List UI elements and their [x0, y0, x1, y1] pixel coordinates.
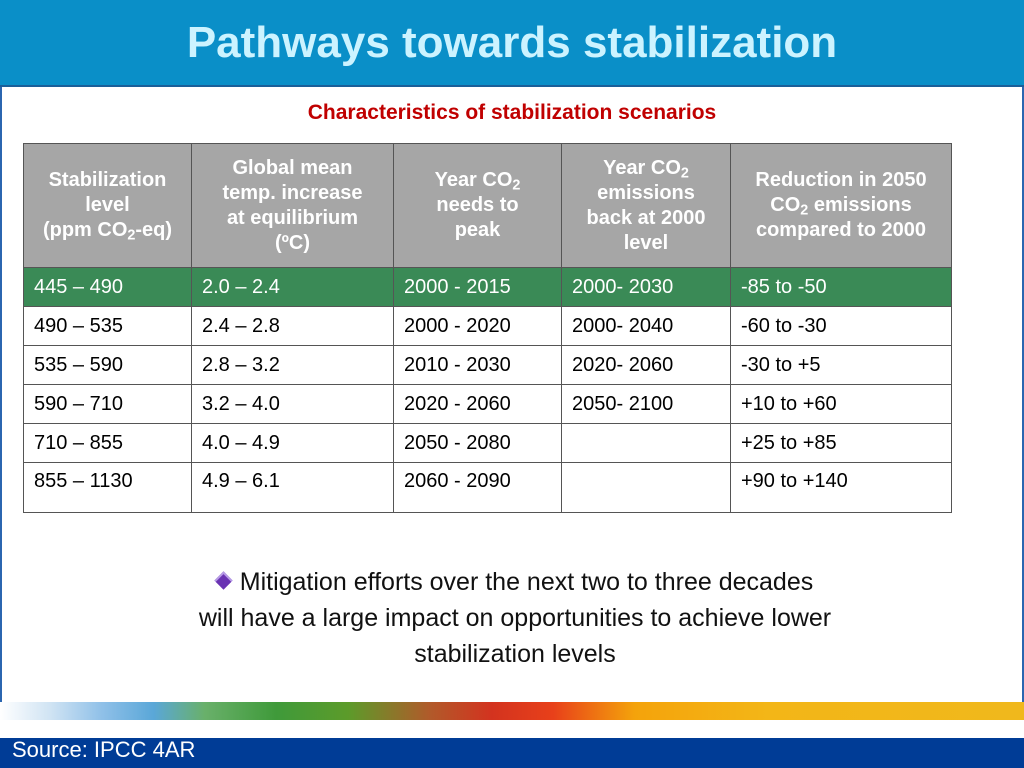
footer-bar — [0, 738, 1024, 768]
title-bar: Pathways towards stabilization — [0, 0, 1024, 87]
bullet-line-1: Mitigation efforts over the next two to … — [239, 568, 814, 596]
table-cell: 3.2 – 4.0 — [191, 384, 394, 424]
header-2050-reduction: Reduction in 2050 CO2 emissions compared… — [730, 143, 952, 268]
table-cell: -60 to -30 — [730, 306, 952, 346]
table-cell: 710 – 855 — [23, 423, 192, 463]
table-header-row: Stabilization level (ppm CO2-eq) Global … — [23, 143, 952, 268]
table-cell: 4.0 – 4.9 — [191, 423, 394, 463]
bullet-line-2: will have a large impact on opportunitie… — [198, 604, 832, 632]
table-cell: 2010 - 2030 — [393, 345, 562, 385]
slide-title: Pathways towards stabilization — [186, 18, 838, 67]
table-caption: Characteristics of stabilization scenari… — [307, 101, 717, 124]
stabilization-scenarios-table: Stabilization level (ppm CO2-eq) Global … — [23, 143, 952, 513]
header-temp-increase: Global mean temp. increase at equilibriu… — [191, 143, 394, 268]
table-cell: 2060 - 2090 — [393, 462, 562, 513]
table-row: 490 – 535 2.4 – 2.8 2000 - 2020 2000- 20… — [23, 306, 952, 346]
table-cell — [561, 462, 731, 513]
table-cell: -85 to -50 — [730, 267, 952, 307]
table-cell: 2020- 2060 — [561, 345, 731, 385]
table-cell: 445 – 490 — [23, 267, 192, 307]
table-cell — [561, 423, 731, 463]
header-emissions-back-year: Year CO2 emissions back at 2000 level — [561, 143, 731, 268]
table-cell: +25 to +85 — [730, 423, 952, 463]
table-cell: 4.9 – 6.1 — [191, 462, 394, 513]
table-cell: 855 – 1130 — [23, 462, 192, 513]
right-frame-border — [1022, 87, 1024, 702]
table-row: 590 – 710 3.2 – 4.0 2020 - 2060 2050- 21… — [23, 384, 952, 424]
table-cell: 590 – 710 — [23, 384, 192, 424]
decorative-color-band — [0, 702, 1024, 720]
table-cell: 2.8 – 3.2 — [191, 345, 394, 385]
bullet-point: Mitigation efforts over the next two to … — [100, 564, 930, 672]
table-cell: 2.0 – 2.4 — [191, 267, 394, 307]
header-stabilization-level: Stabilization level (ppm CO2-eq) — [23, 143, 192, 268]
header-co2-peak-year: Year CO2 needs to peak — [393, 143, 562, 268]
table-cell: 2000 - 2015 — [393, 267, 562, 307]
table-cell: 490 – 535 — [23, 306, 192, 346]
table-row: 855 – 1130 4.9 – 6.1 2060 - 2090 +90 to … — [23, 462, 952, 513]
table-row-highlighted: 445 – 490 2.0 – 2.4 2000 - 2015 2000- 20… — [23, 267, 952, 307]
table-cell: 2.4 – 2.8 — [191, 306, 394, 346]
diamond-bullet-icon — [214, 571, 233, 590]
table-cell: 2000- 2040 — [561, 306, 731, 346]
source-note: Source: IPCC 4AR — [12, 737, 196, 762]
left-frame-border — [0, 87, 2, 702]
table-cell: +10 to +60 — [730, 384, 952, 424]
table-cell: 2000- 2030 — [561, 267, 731, 307]
table-cell: 2050 - 2080 — [393, 423, 562, 463]
table-cell: -30 to +5 — [730, 345, 952, 385]
table-cell: +90 to +140 — [730, 462, 952, 513]
table-cell: 2050- 2100 — [561, 384, 731, 424]
table-row: 710 – 855 4.0 – 4.9 2050 - 2080 +25 to +… — [23, 423, 952, 463]
table-cell: 535 – 590 — [23, 345, 192, 385]
table-cell: 2020 - 2060 — [393, 384, 562, 424]
table-row: 535 – 590 2.8 – 3.2 2010 - 2030 2020- 20… — [23, 345, 952, 385]
table-cell: 2000 - 2020 — [393, 306, 562, 346]
bullet-line-3: stabilization levels — [414, 640, 616, 668]
